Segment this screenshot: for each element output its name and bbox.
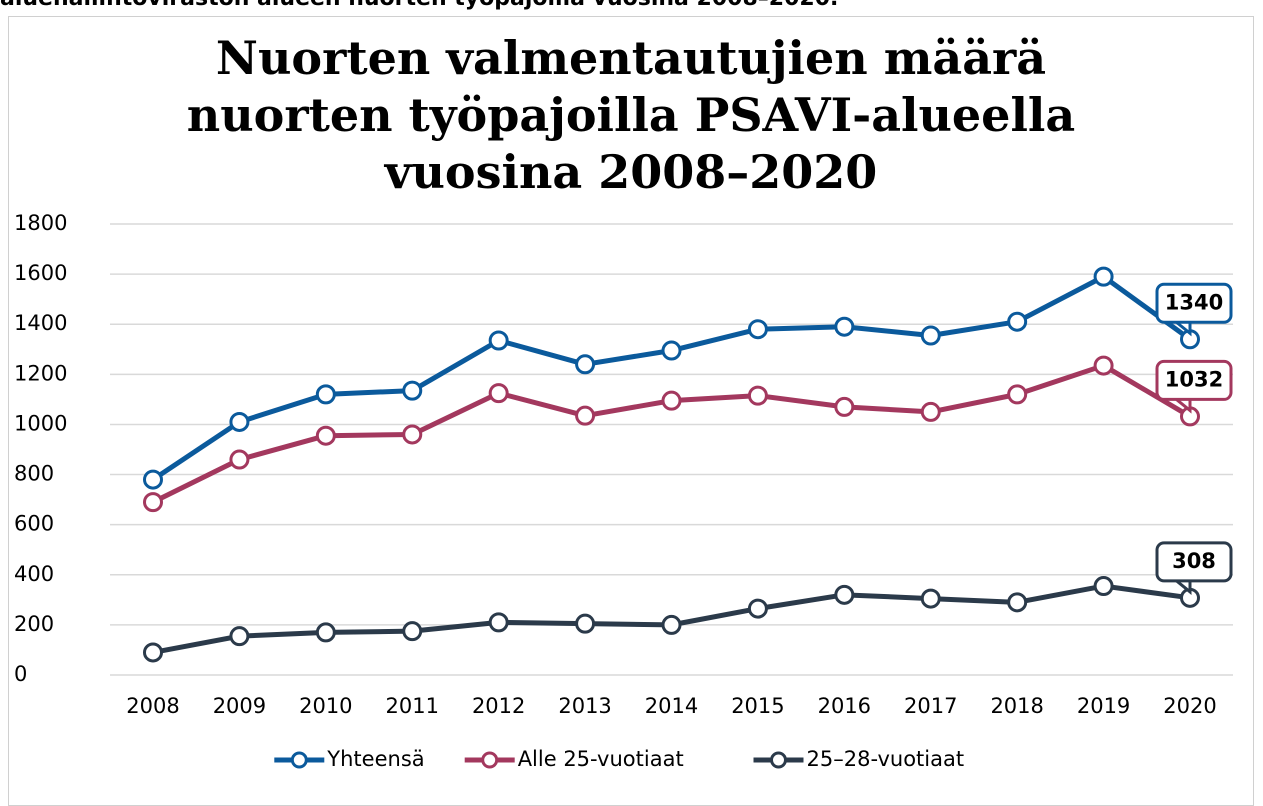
x-tick-label: 2012 bbox=[472, 694, 525, 718]
x-tick-label: 2017 bbox=[904, 694, 957, 718]
point bbox=[1093, 266, 1114, 287]
y-tick-label: 600 bbox=[14, 512, 54, 536]
chart: 0 200 400 600 800 1000 1200 1400 1600 1800 2008 200… bbox=[14, 211, 1233, 771]
point bbox=[315, 425, 336, 446]
y-tick-label: 800 bbox=[14, 462, 54, 486]
data-label: 308 bbox=[1172, 549, 1216, 573]
point bbox=[920, 401, 941, 422]
point bbox=[1007, 311, 1028, 332]
x-tick-label: 2013 bbox=[558, 694, 611, 718]
header-text: aluehallintoviraston alueen nuorten työp… bbox=[0, 0, 838, 11]
point bbox=[1093, 576, 1114, 597]
point bbox=[229, 411, 250, 432]
y-tick-label: 200 bbox=[14, 612, 54, 636]
point bbox=[488, 330, 509, 351]
point bbox=[747, 385, 768, 406]
x-tick-label: 2019 bbox=[1077, 694, 1130, 718]
point bbox=[402, 380, 423, 401]
legend-label: Yhteensä bbox=[326, 747, 424, 771]
point bbox=[661, 614, 682, 635]
x-tick-label: 2008 bbox=[126, 694, 179, 718]
point bbox=[575, 354, 596, 375]
callout bbox=[1155, 282, 1233, 324]
point bbox=[920, 588, 941, 609]
point bbox=[229, 626, 250, 647]
series-line bbox=[151, 274, 1192, 482]
x-tick-label: 2020 bbox=[1163, 694, 1216, 718]
legend-label: Alle 25-vuotiaat bbox=[518, 747, 684, 771]
callout bbox=[1155, 359, 1233, 401]
y-tick-label: 0 bbox=[14, 662, 27, 686]
y-tick-label: 1000 bbox=[14, 411, 67, 435]
series-line bbox=[151, 363, 1192, 505]
point bbox=[920, 325, 941, 346]
point bbox=[488, 383, 509, 404]
point bbox=[1093, 355, 1114, 376]
y-tick-label: 1800 bbox=[14, 211, 67, 235]
legend-swatch bbox=[481, 751, 499, 769]
point bbox=[143, 642, 163, 663]
point bbox=[747, 598, 768, 619]
y-tick-label: 1200 bbox=[14, 361, 67, 385]
point bbox=[1007, 592, 1028, 613]
callout bbox=[1155, 541, 1233, 583]
x-tick-label: 2011 bbox=[386, 694, 439, 718]
x-tick-label: 2016 bbox=[818, 694, 871, 718]
point bbox=[834, 396, 855, 417]
legend-swatch bbox=[770, 751, 787, 769]
x-tick-label: 2009 bbox=[213, 694, 266, 718]
legend-swatch bbox=[290, 751, 308, 769]
data-label: 1032 bbox=[1165, 367, 1223, 391]
point bbox=[315, 622, 336, 643]
point bbox=[661, 340, 682, 361]
point bbox=[661, 390, 682, 411]
point bbox=[834, 316, 855, 337]
point bbox=[488, 612, 509, 633]
x-tick-label: 2010 bbox=[299, 694, 352, 718]
point bbox=[315, 384, 336, 405]
point bbox=[1007, 384, 1028, 405]
point bbox=[143, 469, 163, 490]
x-tick-label: 2018 bbox=[990, 694, 1043, 718]
y-tick-label: 400 bbox=[14, 562, 54, 586]
y-tick-label: 1600 bbox=[14, 261, 67, 285]
x-tick-label: 2015 bbox=[731, 694, 784, 718]
legend-label: 25–28-vuotiaat bbox=[807, 747, 965, 771]
point bbox=[747, 319, 768, 340]
point bbox=[402, 621, 423, 642]
x-tick-label: 2014 bbox=[645, 694, 698, 718]
point bbox=[575, 405, 596, 426]
point bbox=[834, 584, 855, 605]
point bbox=[402, 424, 423, 445]
data-label: 1340 bbox=[1165, 290, 1223, 314]
point bbox=[575, 613, 596, 634]
y-tick-label: 1400 bbox=[14, 311, 67, 335]
chart-title: Nuorten valmentautujien määrä nuorten ty… bbox=[186, 31, 1076, 199]
point bbox=[143, 492, 163, 513]
point bbox=[229, 449, 250, 470]
